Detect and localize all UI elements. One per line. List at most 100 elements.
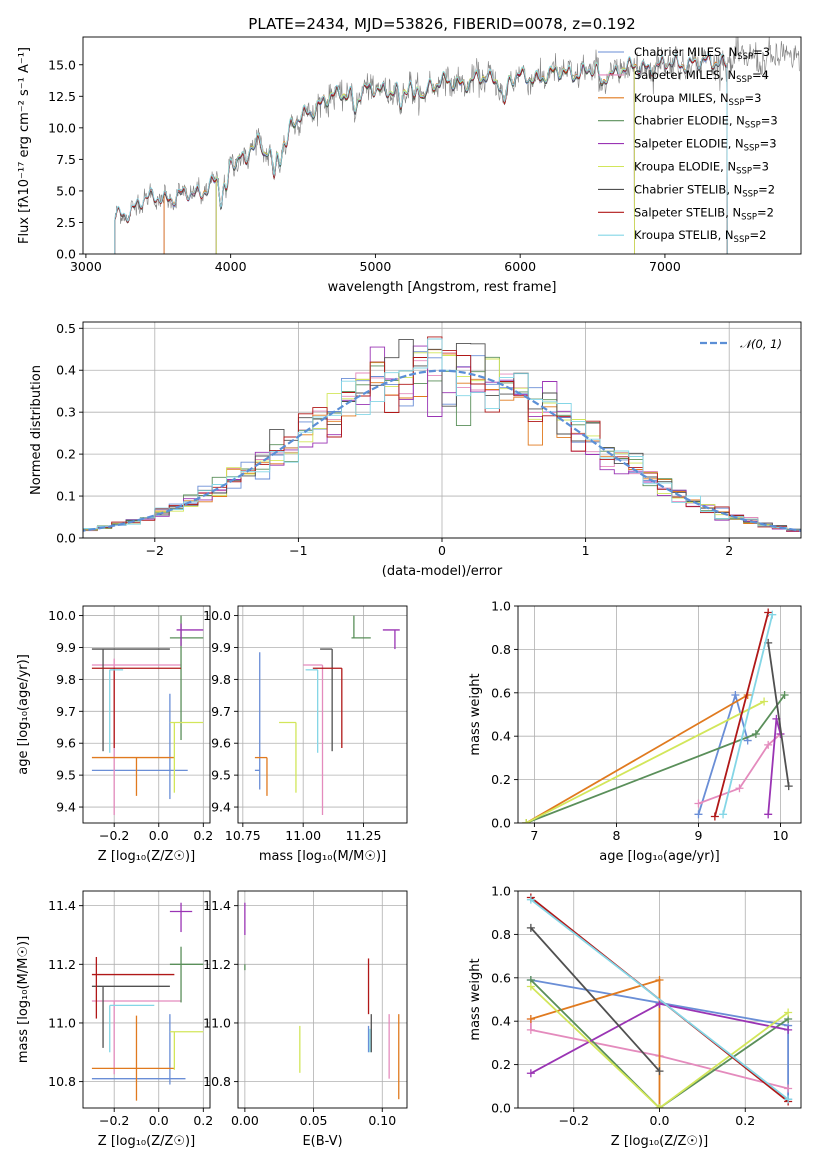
y-tick-label: 0.1 [56, 489, 76, 504]
weight-marker [764, 608, 773, 617]
weight-marker [526, 895, 535, 904]
y-tick-label: 0.2 [56, 447, 76, 462]
weight-marker [784, 1025, 793, 1034]
x-tick-label: 10 [773, 828, 789, 843]
x-tick-label: 0.0 [149, 828, 169, 843]
errorbar-point [169, 902, 193, 933]
errorbar-point [91, 1000, 182, 1075]
errorbar-point [169, 615, 204, 741]
y-tick-label: 1.0 [491, 599, 511, 614]
normal-reference-curve [83, 369, 801, 532]
y-tick-label: 0.6 [491, 685, 511, 700]
y-tick-label: 9.5 [211, 768, 231, 783]
errorbar-point [279, 721, 297, 793]
weight-marker [784, 782, 793, 791]
spectrum-y-axis-label: Flux [fλ10⁻¹⁷ erg cm⁻² s⁻¹ A⁻¹] [17, 47, 32, 244]
age-vs-Z-x-axis-label: Z [log₁₀(Z/Z☉)] [98, 849, 195, 864]
errorbar-point [176, 623, 204, 646]
legend-entry: Kroupa ELODIE, NSSP=3 [634, 160, 769, 177]
weight-vs-Z-panel [518, 890, 801, 1109]
weight-vs-age-x-axis-label: age [log₁₀(age/yr)] [599, 849, 720, 864]
y-tick-label: 0.0 [56, 531, 76, 546]
weight-marker [784, 1095, 793, 1104]
errorbar-point [312, 667, 343, 749]
y-tick-label: 11.0 [48, 1015, 76, 1030]
y-tick-label: 2.5 [56, 215, 76, 230]
y-tick-label: 1.0 [491, 884, 511, 899]
errorbar-point [254, 756, 268, 796]
y-tick-label: 0.5 [56, 321, 76, 336]
weight-series-kroupa-stelib [526, 895, 793, 1104]
x-tick-label: 9 [694, 828, 702, 843]
y-tick-label: 10.0 [48, 120, 76, 135]
errorbar-point [109, 1004, 155, 1053]
errorbar-point [91, 648, 170, 752]
y-tick-label: 11.2 [48, 957, 76, 972]
weight-marker [768, 610, 777, 619]
mass-vs-EBV-plot-area [244, 902, 400, 1100]
mass-vs-Z-y-axis-label: mass [log₁₀(M/M☉)] [16, 936, 31, 1063]
weight-marker [719, 810, 728, 819]
weight-marker [526, 923, 535, 932]
x-tick-label: 0.2 [193, 828, 213, 843]
y-tick-label: 10.8 [48, 1074, 76, 1089]
model-line-salpeter-stelib [114, 54, 728, 254]
x-tick-label: 5000 [360, 259, 392, 274]
residuals-x-axis-label: (data-model)/error [382, 564, 503, 579]
age-vs-Z-plot-area [91, 615, 204, 816]
y-tick-label: 9.7 [56, 704, 76, 719]
weight-vs-age-y-axis-label: mass weight [468, 673, 483, 755]
age-vs-Z-y-axis-label: age [log₁₀(age/yr)] [16, 654, 31, 775]
errorbar-point [91, 693, 188, 800]
weight-vs-Z-plot-area [526, 893, 793, 1108]
mass-vs-Z-plot-area [91, 902, 204, 1101]
y-tick-label: 7.5 [56, 152, 76, 167]
weight-series-salpeter-elodie [526, 999, 793, 1078]
x-tick-label: 0.10 [368, 1113, 396, 1128]
errorbar-point [91, 1015, 175, 1101]
x-tick-label: 0 [438, 543, 446, 558]
model-line-kroupa-elodie [215, 57, 635, 254]
y-tick-label: 9.6 [56, 736, 76, 751]
x-tick-label: −0.2 [559, 1113, 589, 1128]
x-tick-label: 0.2 [193, 1113, 213, 1128]
weight-series-kroupa-stelib [719, 610, 777, 819]
model-line-salpeter-elodie [215, 58, 635, 254]
weight-marker [764, 740, 773, 749]
x-tick-label: 0.05 [300, 1113, 328, 1128]
x-tick-label: 10.75 [225, 828, 261, 843]
y-tick-label: 0.3 [56, 405, 76, 420]
y-tick-label: 15.0 [48, 57, 76, 72]
weight-marker [731, 690, 740, 699]
x-tick-label: 7 [530, 828, 538, 843]
errorbar-point [91, 956, 175, 1019]
spectrum-frame [82, 36, 802, 255]
legend-entry: Chabrier STELIB, NSSP=2 [634, 182, 775, 199]
weight-vs-age-frame [517, 605, 802, 824]
weight-marker [780, 690, 789, 699]
y-tick-label: 0.2 [491, 772, 511, 787]
age-vs-mass-x-axis-label: mass [log₁₀(M/M☉)] [259, 849, 386, 864]
weight-marker [655, 975, 664, 984]
weight-marker [784, 1008, 793, 1017]
y-tick-label: 11.2 [203, 957, 231, 972]
y-tick-label: 0.4 [491, 1014, 511, 1029]
x-tick-label: 11.00 [285, 828, 321, 843]
model-line-chabrier-stelib [114, 55, 728, 254]
weight-marker [764, 810, 773, 819]
legend-entry: Chabrier ELODIE, NSSP=3 [634, 114, 778, 131]
y-tick-label: 9.8 [56, 672, 76, 687]
weight-series-salpeter-stelib [710, 608, 773, 821]
x-tick-label: 6000 [504, 259, 536, 274]
x-tick-label: 11.25 [346, 828, 382, 843]
y-tick-label: 10.8 [203, 1074, 231, 1089]
weight-marker [526, 1025, 535, 1034]
y-tick-label: 0.2 [491, 1057, 511, 1072]
residuals-panel [83, 322, 801, 539]
y-tick-label: 9.9 [56, 640, 76, 655]
weight-marker [526, 1069, 535, 1078]
x-tick-label: 1 [582, 543, 590, 558]
y-tick-label: 9.5 [56, 768, 76, 783]
x-tick-label: 4000 [215, 259, 247, 274]
